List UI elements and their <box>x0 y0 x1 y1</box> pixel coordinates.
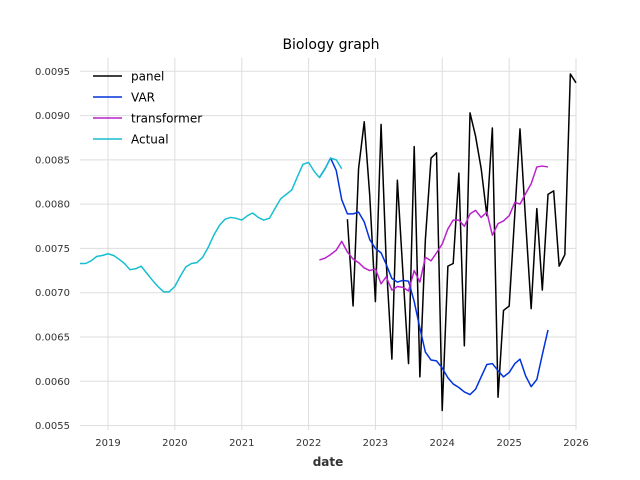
series-line-transformer <box>319 165 549 292</box>
y-axis: 0.0055 0.0060 0.0065 0.0070 0.0075 0.0080 0.00… <box>35 67 70 432</box>
x-tick-label: 2019 <box>95 438 120 449</box>
y-tick-label: 0.0090 <box>35 111 70 122</box>
x-tick-label: 2025 <box>496 438 521 449</box>
x-tick-label: 2022 <box>296 438 321 449</box>
x-tick-label: 2021 <box>229 438 254 449</box>
chart-title: Biology graph <box>282 37 379 53</box>
series-line-actual <box>80 157 343 293</box>
legend-label-actual: Actual <box>131 133 169 147</box>
x-axis-title: date <box>313 455 344 469</box>
legend: panel VAR transformer Actual <box>93 70 202 147</box>
x-tick-label: 2026 <box>563 438 588 449</box>
x-tick-label: 2023 <box>363 438 388 449</box>
legend-label-panel: panel <box>131 70 164 84</box>
y-tick-label: 0.0055 <box>35 421 70 432</box>
y-tick-label: 0.0075 <box>35 244 70 255</box>
y-tick-label: 0.0095 <box>35 67 70 78</box>
y-tick-label: 0.0070 <box>35 288 70 299</box>
grid <box>80 58 577 430</box>
y-tick-label: 0.0065 <box>35 333 70 344</box>
y-tick-label: 0.0085 <box>35 155 70 166</box>
legend-label-var: VAR <box>131 91 155 105</box>
y-tick-label: 0.0080 <box>35 200 70 211</box>
series-layer <box>80 73 577 412</box>
series-line-panel <box>346 73 577 412</box>
x-tick-label: 2024 <box>429 438 454 449</box>
legend-label-transformer: transformer <box>131 112 202 126</box>
x-axis: 2019 2020 2021 2022 2023 2024 2025 2026 <box>95 438 588 449</box>
y-tick-label: 0.0060 <box>35 377 70 388</box>
x-tick-label: 2020 <box>162 438 187 449</box>
series-line-var <box>318 157 549 396</box>
